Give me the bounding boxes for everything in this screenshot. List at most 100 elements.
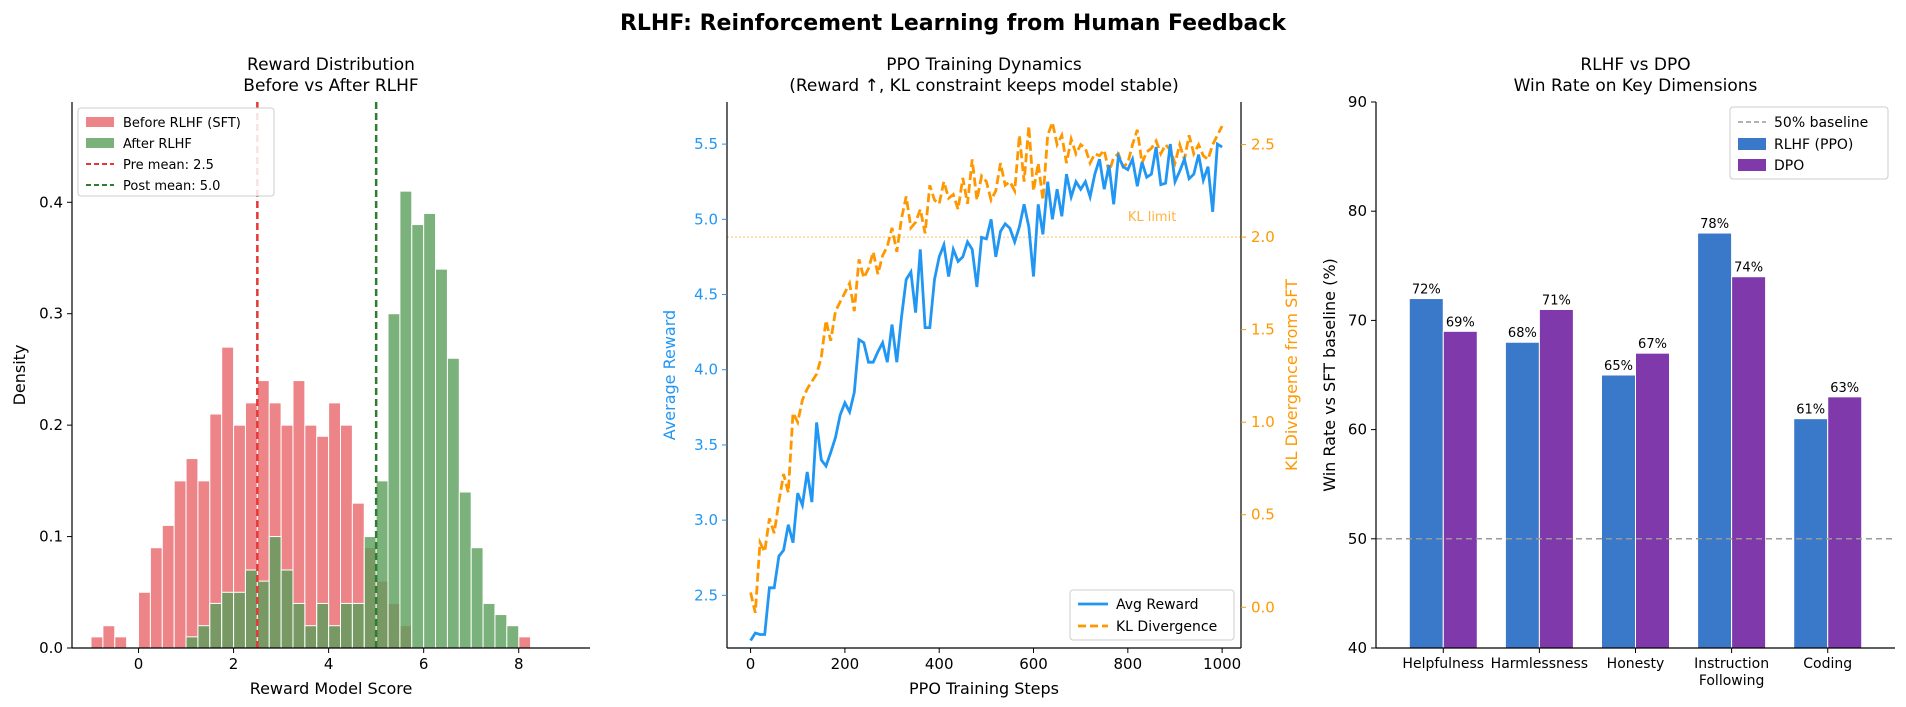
histogram-bar — [363, 536, 377, 649]
y-axis-label: Density — [10, 345, 29, 406]
bar — [1635, 352, 1670, 649]
bar-value-label: 78% — [1700, 217, 1729, 232]
x-tick-label: 6 — [419, 655, 429, 673]
chart-title: PPO Training Dynamics — [886, 55, 1082, 75]
histogram-bar — [185, 636, 199, 649]
legend-label: Pre mean: 2.5 — [123, 158, 214, 173]
legend-swatch — [86, 117, 114, 127]
histogram-bar — [268, 536, 282, 649]
x-tick-label: 800 — [1114, 655, 1143, 673]
histogram-bar — [209, 602, 223, 649]
histogram-bar — [185, 458, 199, 649]
bar-value-label: 69% — [1446, 315, 1475, 330]
x-tick-label: 0 — [134, 655, 144, 673]
histogram-bar — [280, 569, 294, 649]
legend-swatch — [86, 138, 114, 148]
histogram-bar — [351, 602, 365, 649]
histogram-bar — [173, 480, 187, 649]
legend-swatch — [1738, 159, 1766, 171]
bar-value-label: 68% — [1508, 326, 1537, 341]
x-tick-label: Honesty — [1607, 656, 1665, 672]
y-tick-label: 70 — [1348, 311, 1367, 329]
kl-limit-label: KL limit — [1128, 210, 1177, 225]
y-right-tick-label: 1.5 — [1251, 321, 1275, 339]
y-right-tick-label: 0.5 — [1251, 506, 1275, 524]
y-left-tick-label: 3.0 — [694, 511, 718, 529]
y-axis-label: Win Rate vs SFT baseline (%) — [1320, 258, 1339, 492]
bar — [1827, 396, 1863, 649]
histogram-bar — [233, 591, 246, 649]
histogram-bar — [138, 591, 151, 649]
bar-value-label: 71% — [1542, 293, 1571, 308]
histogram-bar — [458, 491, 472, 649]
chart-title: Reward Distribution — [247, 55, 415, 75]
bar — [1442, 330, 1478, 649]
histogram-bar — [411, 224, 425, 649]
histogram-bar — [387, 313, 401, 649]
bar-value-label: 74% — [1734, 261, 1763, 276]
y-tick-label: 40 — [1348, 639, 1367, 657]
legend-box — [1729, 106, 1889, 180]
y-tick-label: 90 — [1348, 93, 1367, 111]
legend-label: Avg Reward — [1116, 597, 1199, 613]
chart-subtitle: Before vs After RLHF — [243, 76, 418, 96]
legend-label: RLHF (PPO) — [1774, 137, 1853, 153]
histogram-bar — [470, 547, 484, 649]
histogram-bar — [161, 524, 175, 649]
ppo-dynamics-panel: PPO Training Dynamics(Reward ↑, KL const… — [660, 55, 1301, 698]
histogram-bar — [304, 424, 318, 649]
x-tick-label: 600 — [1019, 655, 1048, 673]
chart-subtitle: (Reward ↑, KL constraint keeps model sta… — [789, 76, 1179, 96]
legend-label: DPO — [1774, 158, 1804, 174]
bar-value-label: 65% — [1604, 359, 1633, 374]
legend-label: KL Divergence — [1116, 619, 1217, 635]
x-tick-label: 2 — [229, 655, 239, 673]
legend-box — [1069, 589, 1235, 641]
histogram-bar — [149, 547, 163, 649]
bar — [1538, 308, 1574, 649]
y-left-tick-label: 5.0 — [694, 210, 718, 228]
y-right-axis-label: KL Divergence from SFT — [1282, 279, 1301, 471]
x-tick-label: Instruction — [1694, 656, 1769, 672]
histogram-bar — [399, 190, 413, 649]
histogram-bar — [114, 636, 128, 649]
x-tick-label: 0 — [746, 655, 756, 673]
histogram-bar — [435, 268, 448, 649]
bar-value-label: 72% — [1412, 283, 1441, 298]
y-right-tick-label: 2.0 — [1251, 228, 1275, 246]
histogram-bar — [482, 602, 496, 649]
histogram-bar — [304, 625, 318, 649]
histogram-bar — [256, 580, 270, 649]
bar-value-label: 61% — [1796, 403, 1825, 418]
y-left-tick-label: 4.5 — [694, 286, 718, 304]
histogram-bar — [423, 212, 437, 649]
y-left-tick-label: 5.5 — [694, 135, 718, 153]
legend-swatch — [1738, 138, 1766, 150]
chart-title: RLHF vs DPO — [1580, 55, 1690, 75]
x-tick-label: 400 — [925, 655, 954, 673]
histogram-bar — [328, 625, 342, 649]
histogram-bar — [328, 402, 342, 649]
legend-label: 50% baseline — [1774, 115, 1868, 131]
bar — [1408, 298, 1444, 649]
histogram-bar — [244, 569, 258, 649]
y-left-tick-label: 4.0 — [694, 361, 718, 379]
y-tick-label: 50 — [1348, 530, 1367, 548]
histogram-bar — [292, 602, 306, 649]
x-tick-label: 8 — [514, 655, 524, 673]
bar-value-label: 63% — [1830, 381, 1859, 396]
chart-subtitle: Win Rate on Key Dimensions — [1514, 76, 1758, 96]
legend-box — [77, 107, 275, 197]
bar-value-label: 67% — [1638, 337, 1667, 352]
y-tick-label: 0.0 — [39, 639, 63, 657]
x-axis-label: PPO Training Steps — [909, 679, 1059, 698]
legend-label: Post mean: 5.0 — [123, 179, 220, 194]
histogram-bar — [316, 602, 330, 649]
histogram-bar — [102, 625, 116, 649]
x-tick-label: Coding — [1803, 656, 1852, 672]
y-left-axis-label: Average Reward — [660, 310, 679, 440]
x-tick-label: Following — [1699, 673, 1765, 689]
y-tick-label: 0.4 — [39, 193, 63, 211]
x-tick-label: 4 — [324, 655, 334, 673]
